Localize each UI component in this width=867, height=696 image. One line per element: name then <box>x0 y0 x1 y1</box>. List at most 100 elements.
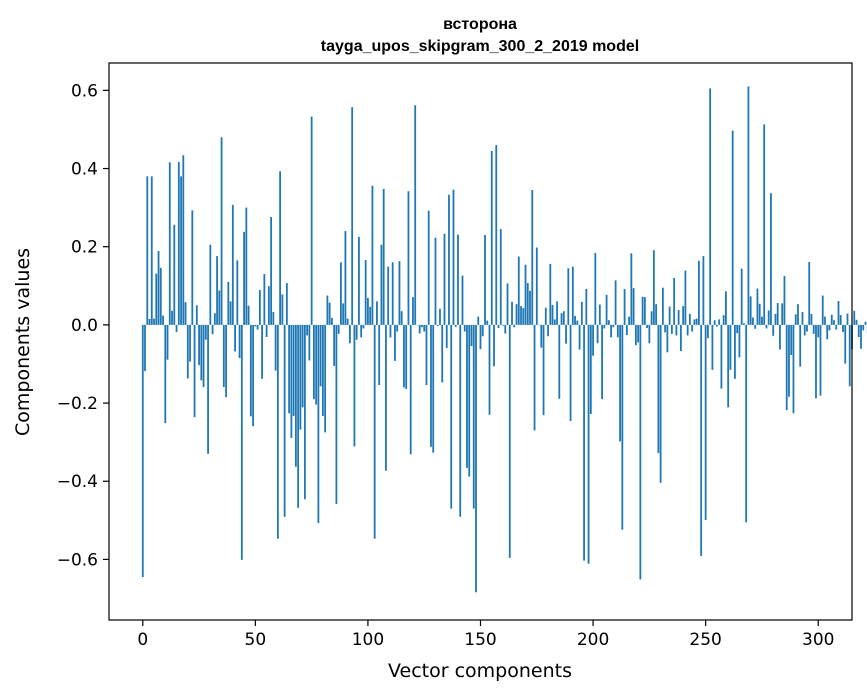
bar-13 <box>171 310 173 325</box>
bar-75 <box>310 116 313 325</box>
bar-266 <box>740 268 743 325</box>
bar-0 <box>141 324 144 578</box>
bar-36 <box>222 324 225 388</box>
bar-192 <box>574 315 576 325</box>
y-axis-label: Components values <box>12 248 34 436</box>
bar-203 <box>598 304 601 325</box>
bar-124 <box>421 324 423 328</box>
bar-70 <box>299 324 302 430</box>
bar-47 <box>247 305 250 325</box>
bar-64 <box>285 283 288 325</box>
bar-313 <box>846 313 849 325</box>
bar-195 <box>580 301 583 325</box>
bar-133 <box>441 324 444 383</box>
bar-18 <box>182 155 185 325</box>
bar-112 <box>394 324 396 361</box>
bar-250 <box>704 324 707 520</box>
bar-246 <box>695 318 698 325</box>
bar-106 <box>380 244 383 325</box>
bar-265 <box>738 324 741 358</box>
bar-61 <box>279 171 282 325</box>
bar-165 <box>513 324 516 328</box>
bar-268 <box>745 324 748 523</box>
bar-249 <box>702 256 705 325</box>
bar-240 <box>682 306 685 325</box>
bar-306 <box>830 314 833 325</box>
bar-220 <box>637 324 640 343</box>
bar-88 <box>340 262 342 325</box>
bar-109 <box>387 266 390 325</box>
bar-199 <box>589 324 592 415</box>
bar-273 <box>756 288 759 325</box>
bar-276 <box>763 124 766 325</box>
y-tick-label: 0.2 <box>71 238 98 258</box>
bar-90 <box>344 231 347 325</box>
bar-53 <box>261 324 263 379</box>
bar-214 <box>623 288 626 325</box>
bar-38 <box>227 281 230 325</box>
bar-6 <box>155 273 158 325</box>
bar-119 <box>409 324 412 455</box>
bar-113 <box>396 324 399 332</box>
bar-145 <box>468 324 471 477</box>
bar-73 <box>306 324 309 336</box>
bar-198 <box>587 324 590 564</box>
bar-149 <box>477 316 480 325</box>
bar-253 <box>711 324 714 370</box>
bar-184 <box>556 301 558 325</box>
bar-242 <box>686 324 689 336</box>
bar-289 <box>792 324 795 414</box>
bar-137 <box>450 324 453 509</box>
bar-292 <box>799 324 802 367</box>
bar-96 <box>358 236 360 325</box>
bar-196 <box>583 324 585 561</box>
bar-72 <box>303 324 306 500</box>
bar-254 <box>713 320 716 325</box>
bar-259 <box>725 291 727 325</box>
bar-77 <box>315 324 318 405</box>
bar-285 <box>783 276 786 325</box>
bar-23 <box>193 324 196 418</box>
bar-99 <box>364 260 367 325</box>
bar-74 <box>308 324 311 361</box>
bar-238 <box>677 310 680 325</box>
bar-48 <box>249 324 252 417</box>
bar-239 <box>679 324 682 352</box>
y-tick-label: −0.4 <box>57 472 98 492</box>
bar-52 <box>258 290 261 325</box>
bar-221 <box>639 324 642 580</box>
bar-318 <box>857 324 860 338</box>
bar-275 <box>761 316 763 325</box>
bar-269 <box>747 86 750 325</box>
bar-248 <box>700 324 703 556</box>
bar-186 <box>560 313 563 325</box>
bar-255 <box>716 324 718 327</box>
bar-156 <box>493 324 495 367</box>
bars-group <box>141 86 867 593</box>
bar-108 <box>385 324 387 471</box>
bar-105 <box>378 324 381 386</box>
bar-51 <box>256 324 259 330</box>
bar-167 <box>517 256 520 325</box>
bar-150 <box>479 324 482 350</box>
bar-244 <box>691 324 694 332</box>
bar-288 <box>790 324 793 355</box>
bar-283 <box>779 324 781 350</box>
bar-139 <box>454 324 457 327</box>
bar-140 <box>457 234 459 325</box>
bar-251 <box>707 324 709 339</box>
bar-134 <box>443 233 446 325</box>
bar-320 <box>862 324 865 331</box>
x-axis-label: Vector components <box>388 660 572 682</box>
bar-218 <box>632 288 635 325</box>
bar-173 <box>531 190 534 325</box>
bar-258 <box>722 315 725 325</box>
bar-76 <box>312 324 315 400</box>
bar-168 <box>520 306 522 325</box>
y-tick-label: 0.4 <box>71 160 98 180</box>
bar-100 <box>367 297 369 325</box>
bar-163 <box>508 324 511 558</box>
bar-87 <box>337 324 340 334</box>
bar-103 <box>373 324 376 539</box>
